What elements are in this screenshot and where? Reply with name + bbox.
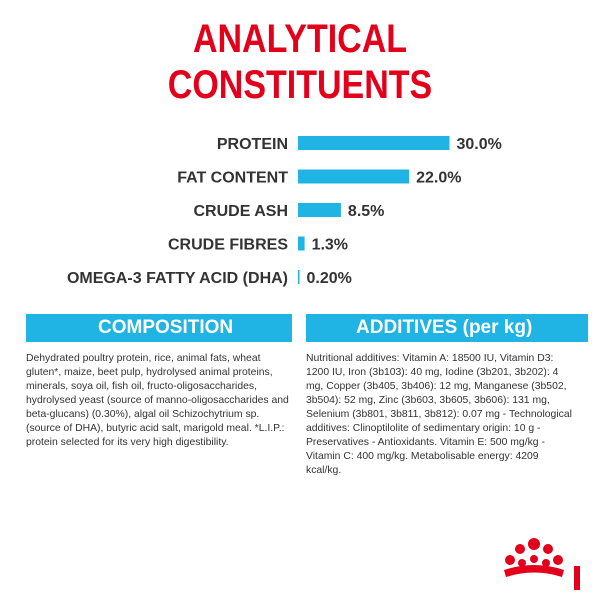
value-label: 1.3% xyxy=(312,237,348,254)
category-label: CRUDE ASH xyxy=(193,203,288,220)
additives-header-text: ADDITIVES (per kg) xyxy=(356,317,533,338)
category-label: FAT CONTENT xyxy=(177,170,288,187)
title-line-2: CONSTITUENTS xyxy=(167,63,433,107)
value-label: 22.0% xyxy=(416,170,461,187)
category-label: OMEGA-3 FATTY ACID (DHA) xyxy=(67,270,288,287)
title-line-1: ANALYTICAL xyxy=(192,17,408,61)
additives-text: Nutritional additives: Vitamin A: 18500 … xyxy=(306,353,572,476)
composition-text: Dehydrated poultry protein, rice, animal… xyxy=(26,353,289,448)
bar xyxy=(298,169,410,184)
value-label: 0.20% xyxy=(307,270,352,287)
royal-canin-crown-logo xyxy=(504,538,580,590)
composition-header: COMPOSITION xyxy=(26,314,292,342)
analytical-constituents-chart: PROTEIN 30.0% FAT CONTENT 22.0% CRUDE ASH 8.5… xyxy=(67,136,502,287)
additives-header: ADDITIVES (per kg) xyxy=(306,314,588,342)
page-title: ANALYTICAL CONSTITUENTS xyxy=(45,16,555,108)
value-label: 8.5% xyxy=(348,203,384,220)
bar xyxy=(298,270,300,284)
bar xyxy=(298,236,305,251)
value-label: 30.0% xyxy=(457,136,502,153)
bar xyxy=(298,136,450,150)
composition-header-text: COMPOSITION xyxy=(98,317,234,338)
bar xyxy=(298,203,341,217)
category-label: PROTEIN xyxy=(217,136,288,153)
category-label: CRUDE FIBRES xyxy=(168,237,288,254)
